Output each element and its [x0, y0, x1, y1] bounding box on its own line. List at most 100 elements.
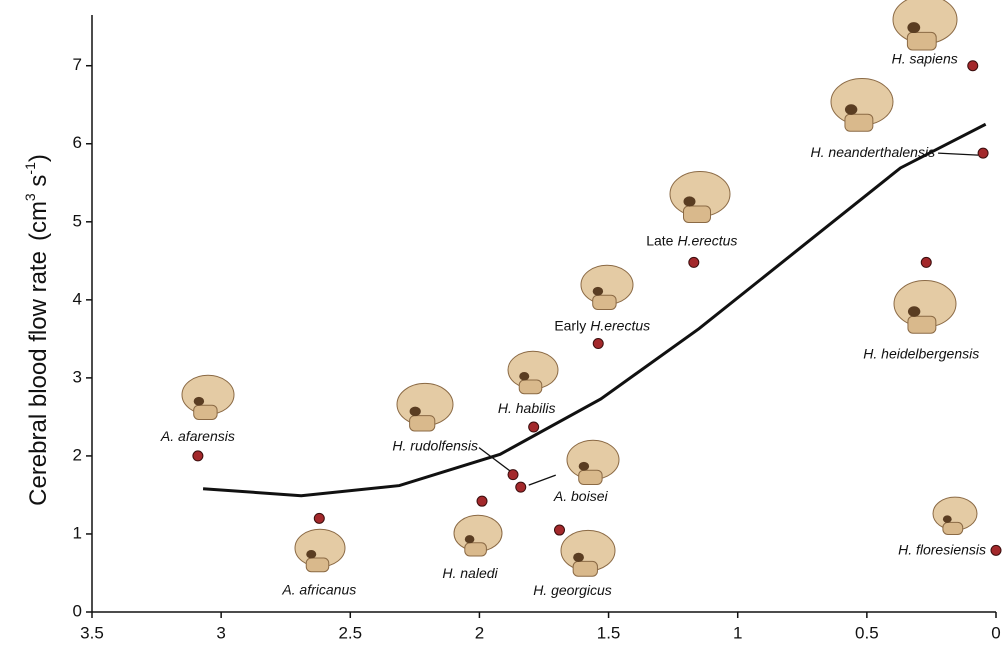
label-name: A. boisei	[553, 488, 609, 504]
x-tick-label: 2	[475, 623, 484, 642]
label-name: H.erectus	[590, 317, 650, 333]
point-label: A. africanus	[281, 581, 356, 597]
skull-eye	[465, 535, 475, 543]
data-point	[477, 496, 487, 506]
skull-eye	[410, 407, 421, 417]
label-name: H. habilis	[498, 400, 556, 416]
skull-jaw	[465, 543, 487, 556]
x-tick-label: 1.5	[597, 623, 621, 642]
label-name: H. rudolfensis	[392, 437, 478, 453]
point-label: H. neanderthalensis	[811, 144, 936, 160]
skull-jaw	[519, 380, 542, 394]
y-tick-label: 2	[73, 445, 82, 464]
skull-jaw	[684, 206, 711, 223]
point-label: H. georgicus	[533, 582, 612, 598]
skull-jaw	[943, 522, 963, 534]
y-tick-label: 0	[73, 601, 82, 620]
data-point	[978, 148, 988, 158]
skull-jaw	[573, 561, 597, 576]
y-tick-label: 7	[73, 55, 82, 74]
skull-icon	[567, 440, 619, 484]
data-point	[593, 339, 603, 349]
skull-eye	[194, 397, 204, 406]
data-point	[991, 545, 1001, 555]
y-tick-label: 5	[73, 211, 82, 230]
x-tick-label: 0.5	[855, 623, 879, 642]
x-tick-label: 2.5	[338, 623, 362, 642]
data-point	[508, 470, 518, 480]
point-label: H. habilis	[498, 400, 556, 416]
label-name: H. neanderthalensis	[811, 144, 936, 160]
skull-icon	[397, 383, 453, 431]
skull-icon	[893, 0, 957, 50]
point-label: H. sapiens	[892, 50, 958, 66]
skull-eye	[306, 550, 316, 559]
skull-eye	[907, 22, 920, 33]
leader-line	[938, 153, 978, 155]
y-label-unit: )	[25, 154, 52, 162]
point-label: H. rudolfensis	[392, 437, 478, 453]
y-tick-label: 6	[73, 133, 82, 152]
leader-line	[529, 475, 556, 485]
data-point	[529, 422, 539, 432]
label-name: A. africanus	[281, 581, 356, 597]
point-label: A. afarensis	[160, 428, 235, 444]
skull-icon	[454, 515, 502, 556]
label-name: H. floresiensis	[898, 541, 986, 557]
skull-icon	[933, 497, 977, 534]
y-tick-label: 1	[73, 523, 82, 542]
label-prefix: Early	[554, 317, 586, 333]
point-label: A. boisei	[553, 488, 609, 504]
y-label-unit: (cm	[25, 201, 52, 241]
skull-eye	[908, 306, 920, 317]
point-label: H. naledi	[442, 565, 498, 581]
skull-jaw	[845, 114, 873, 131]
skull-icon	[508, 351, 558, 394]
label-name: A. afarensis	[160, 428, 235, 444]
y-label-unit: 3	[22, 193, 38, 201]
label-name: H. heidelbergensis	[863, 345, 979, 361]
skull-eye	[684, 196, 696, 206]
data-point	[554, 525, 564, 535]
skull-jaw	[907, 32, 936, 50]
y-label-text: Cerebral blood flow rate	[25, 251, 52, 506]
skull-jaw	[194, 405, 217, 419]
skull-jaw	[410, 416, 435, 431]
y-tick-label: 3	[73, 367, 82, 386]
skull-jaw	[579, 470, 602, 484]
skull-icon	[561, 530, 615, 576]
label-prefix: Late	[646, 232, 673, 248]
label-name: H. georgicus	[533, 582, 612, 598]
chart: Cerebral blood flow rate(cm3 s-1) 012345…	[0, 0, 1008, 644]
x-tick-label: 1	[733, 623, 742, 642]
y-tick-label: 4	[73, 289, 82, 308]
skull-jaw	[593, 295, 616, 309]
data-point	[968, 61, 978, 71]
skull-icon	[894, 281, 956, 334]
skull-icon	[581, 265, 633, 309]
y-label-unit: -1	[22, 162, 38, 175]
x-tick-label: 3	[216, 623, 225, 642]
skull-eye	[579, 462, 589, 471]
y-axis-label: Cerebral blood flow rate (cm3 s-1)	[22, 154, 53, 506]
data-point	[193, 451, 203, 461]
skull-jaw	[306, 558, 329, 572]
skull-eye	[845, 104, 857, 115]
skull-eye	[519, 372, 529, 381]
skull-eye	[593, 287, 603, 296]
x-tick-label: 0	[991, 623, 1000, 642]
data-point	[689, 257, 699, 267]
skull-icon	[670, 172, 730, 223]
x-tick-label: 3.5	[80, 623, 104, 642]
label-name: H.erectus	[677, 232, 737, 248]
skull-icon	[295, 529, 345, 572]
label-name: H. sapiens	[892, 50, 958, 66]
skull-jaw	[908, 316, 936, 333]
point-label: H. heidelbergensis	[863, 345, 979, 361]
data-point	[516, 482, 526, 492]
label-name: H. naledi	[442, 565, 498, 581]
data-point	[314, 513, 324, 523]
y-label-unit: s	[25, 175, 52, 194]
